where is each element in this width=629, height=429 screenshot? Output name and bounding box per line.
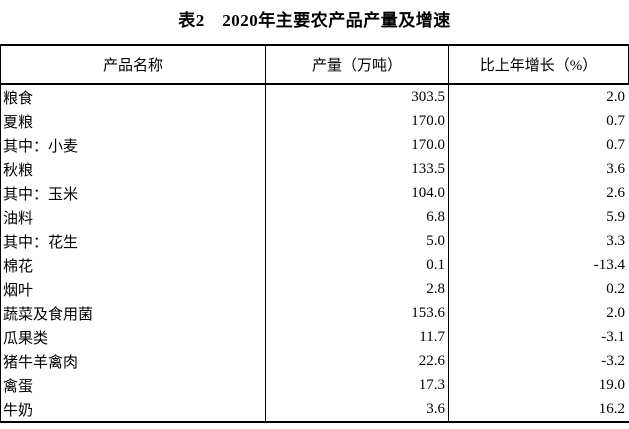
output-cell: 11.7 xyxy=(265,325,448,349)
table-body: 粮食 303.5 2.0 夏粮 170.0 0.7 其中：小麦 170.0 0.7 秋粮 133.5… xyxy=(1,85,629,423)
output-cell: 170.0 xyxy=(265,133,448,157)
growth-cell: 3.6 xyxy=(448,157,629,181)
growth-cell: 0.7 xyxy=(448,133,629,157)
product-name-cell: 禽蛋 xyxy=(3,378,34,395)
output-cell: 0.1 xyxy=(265,253,448,277)
growth-cell: -3.1 xyxy=(448,325,629,349)
table-row: 油料 6.8 5.9 xyxy=(1,205,629,229)
table-row: 夏粮 170.0 0.7 xyxy=(1,109,629,133)
output-cell: 17.3 xyxy=(265,373,448,397)
table-row: 秋粮 133.5 3.6 xyxy=(1,157,629,181)
output-cell: 133.5 xyxy=(265,157,448,181)
output-cell: 2.8 xyxy=(265,277,448,301)
product-name-cell: 蔬菜及食用菌 xyxy=(3,306,94,323)
table-header-row: 产品名称 产量（万吨） 比上年增长（%） xyxy=(1,44,629,85)
product-name-cell: 夏粮 xyxy=(3,114,34,131)
output-cell: 153.6 xyxy=(265,301,448,325)
column-header-growth: 比上年增长（%） xyxy=(448,46,628,83)
table-row: 粮食 303.5 2.0 xyxy=(1,85,629,109)
table-row: 牛奶 3.6 16.2 xyxy=(1,397,629,421)
table-row: 棉花 0.1 -13.4 xyxy=(1,253,629,277)
table-row: 禽蛋 17.3 19.0 xyxy=(1,373,629,397)
output-cell: 170.0 xyxy=(265,109,448,133)
table-row: 瓜果类 11.7 -3.1 xyxy=(1,325,629,349)
product-name-cell: 粮食 xyxy=(3,90,34,107)
table-row: 蔬菜及食用菌 153.6 2.0 xyxy=(1,301,629,325)
product-name-cell: 瓜果类 xyxy=(3,330,49,347)
product-name-cell: 牛奶 xyxy=(3,402,34,419)
growth-cell: 2.0 xyxy=(448,301,629,325)
growth-cell: 5.9 xyxy=(448,205,629,229)
output-cell: 3.6 xyxy=(265,397,448,421)
table-title: 表2 2020年主要农产品产量及增速 xyxy=(178,11,451,30)
growth-cell: 0.2 xyxy=(448,277,629,301)
growth-cell: 3.3 xyxy=(448,229,629,253)
column-header-output: 产量（万吨） xyxy=(265,46,448,83)
table-row: 其中：玉米 104.0 2.6 xyxy=(1,181,629,205)
product-name-cell: 其中：花生 xyxy=(3,234,79,251)
growth-cell: 16.2 xyxy=(448,397,629,421)
output-cell: 6.8 xyxy=(265,205,448,229)
product-name-cell: 秋粮 xyxy=(3,162,34,179)
output-cell: 104.0 xyxy=(265,181,448,205)
output-cell: 5.0 xyxy=(265,229,448,253)
growth-cell: 0.7 xyxy=(448,109,629,133)
output-cell: 303.5 xyxy=(265,85,448,109)
product-name-cell: 其中：玉米 xyxy=(3,186,79,203)
product-name-cell: 烟叶 xyxy=(3,282,34,299)
table-row: 其中：小麦 170.0 0.7 xyxy=(1,133,629,157)
product-name-cell: 棉花 xyxy=(3,258,34,275)
table-row: 烟叶 2.8 0.2 xyxy=(1,277,629,301)
growth-cell: 19.0 xyxy=(448,373,629,397)
agricultural-products-table: 产品名称 产量（万吨） 比上年增长（%） 粮食 303.5 2.0 夏粮 170.0 0.… xyxy=(0,44,629,423)
table-row: 猪牛羊禽肉 22.6 -3.2 xyxy=(1,349,629,373)
output-cell: 22.6 xyxy=(265,349,448,373)
product-name-cell: 其中：小麦 xyxy=(3,138,79,155)
growth-cell: 2.0 xyxy=(448,85,629,109)
growth-cell: -3.2 xyxy=(448,349,629,373)
table-row: 其中：花生 5.0 3.3 xyxy=(1,229,629,253)
growth-cell: 2.6 xyxy=(448,181,629,205)
column-header-product-name: 产品名称 xyxy=(102,58,163,74)
product-name-cell: 油料 xyxy=(3,210,34,227)
growth-cell: -13.4 xyxy=(448,253,629,277)
product-name-cell: 猪牛羊禽肉 xyxy=(3,354,79,371)
